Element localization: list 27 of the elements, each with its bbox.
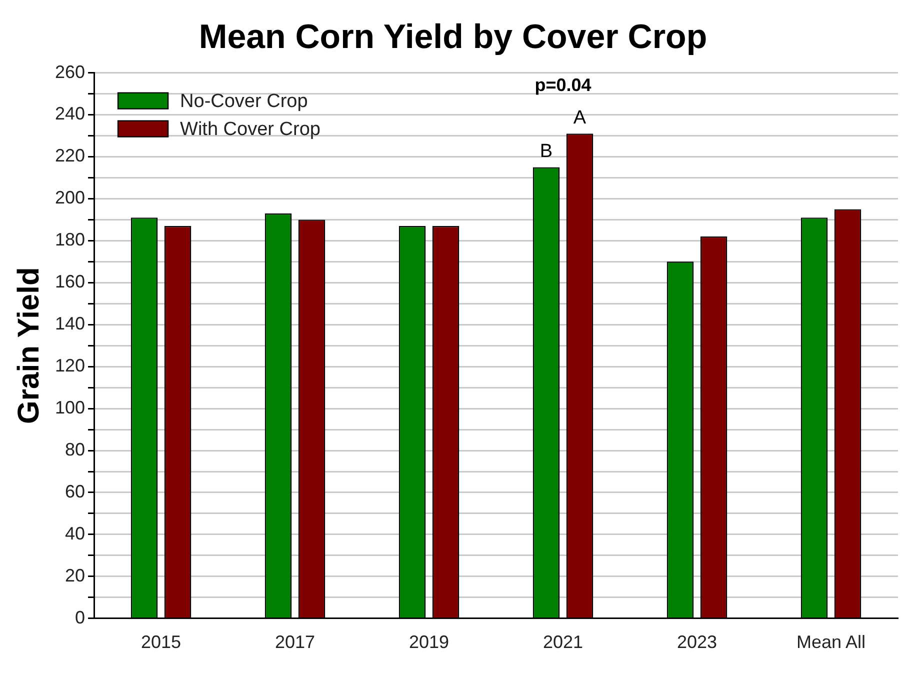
x-tick-label: 2021 <box>542 632 584 652</box>
y-tick-label: 60 <box>65 481 86 502</box>
y-tick-label: 20 <box>65 565 86 586</box>
y-tick-label: 260 <box>54 62 86 82</box>
legend-label: No-Cover Crop <box>180 91 308 112</box>
y-tick-label: 220 <box>54 146 86 166</box>
x-tick-label: Mean All <box>796 632 866 652</box>
data-label: A <box>573 107 586 128</box>
annotation: p=0.04 <box>534 74 592 95</box>
y-tick-label: 80 <box>65 439 86 460</box>
y-tick-label: 160 <box>54 272 86 292</box>
y-tick-label: 100 <box>54 398 86 418</box>
y-tick-label: 40 <box>65 523 86 544</box>
data-label: B <box>540 140 553 162</box>
x-tick-label: 2017 <box>275 632 316 652</box>
x-tick-label: 2015 <box>141 632 182 652</box>
y-tick-label: 120 <box>54 356 86 376</box>
legend-label: With Cover Crop <box>180 119 320 140</box>
y-tick-label: 200 <box>54 188 86 208</box>
y-tick-label: 140 <box>54 314 86 334</box>
y-tick-label: 0 <box>75 607 86 628</box>
x-tick-label: 2019 <box>408 632 450 652</box>
y-axis-title: Grain Yield <box>12 267 46 424</box>
y-tick-label: 240 <box>54 104 86 124</box>
chart-title: Mean Corn Yield by Cover Crop <box>198 18 708 56</box>
y-tick-label: 180 <box>54 230 86 250</box>
x-tick-label: 2023 <box>676 632 718 652</box>
